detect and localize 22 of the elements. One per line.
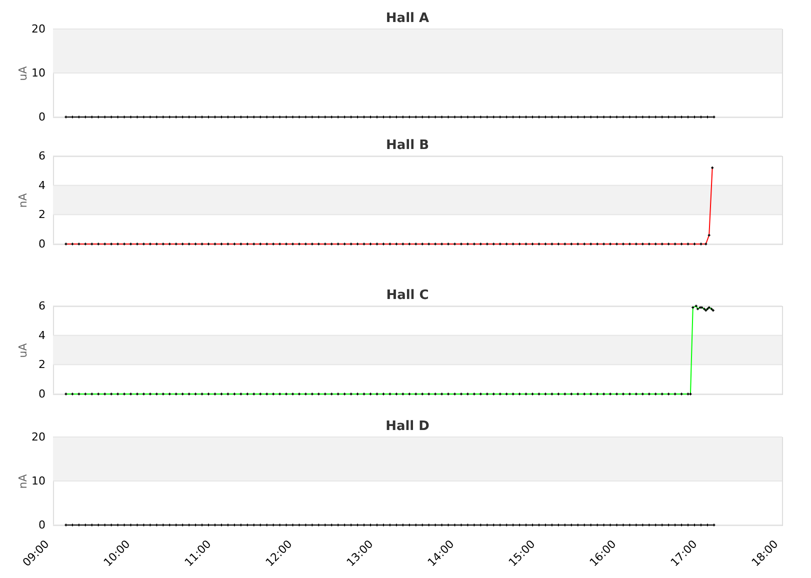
y-axis-title: nA [16, 192, 30, 208]
chart-title: Hall B [386, 138, 429, 153]
y-axis-title: uA [16, 342, 30, 358]
y-tick-label: 0 [38, 388, 46, 400]
y-tick-label: 4 [38, 178, 46, 192]
y-tick-label: 0 [38, 110, 46, 124]
y-axis-title: nA [16, 474, 30, 489]
y-axis-title: uA [16, 66, 30, 81]
y-tick-label: 0 [38, 518, 46, 532]
chart-title: Hall A [386, 11, 430, 26]
y-tick-label: 6 [38, 150, 46, 162]
y-tick-label: 20 [32, 22, 46, 36]
y-tick-label: 2 [38, 358, 46, 372]
chart-title: Hall D [386, 419, 430, 434]
y-tick-label: 4 [38, 328, 46, 342]
y-tick-label: 20 [32, 430, 46, 444]
y-tick-label: 0 [38, 238, 46, 250]
chart-title: Hall C [386, 288, 429, 303]
y-tick-label: 6 [38, 300, 46, 312]
y-tick-label: 10 [32, 66, 46, 80]
y-tick-label: 10 [32, 474, 46, 488]
y-tick-label: 2 [38, 208, 46, 222]
